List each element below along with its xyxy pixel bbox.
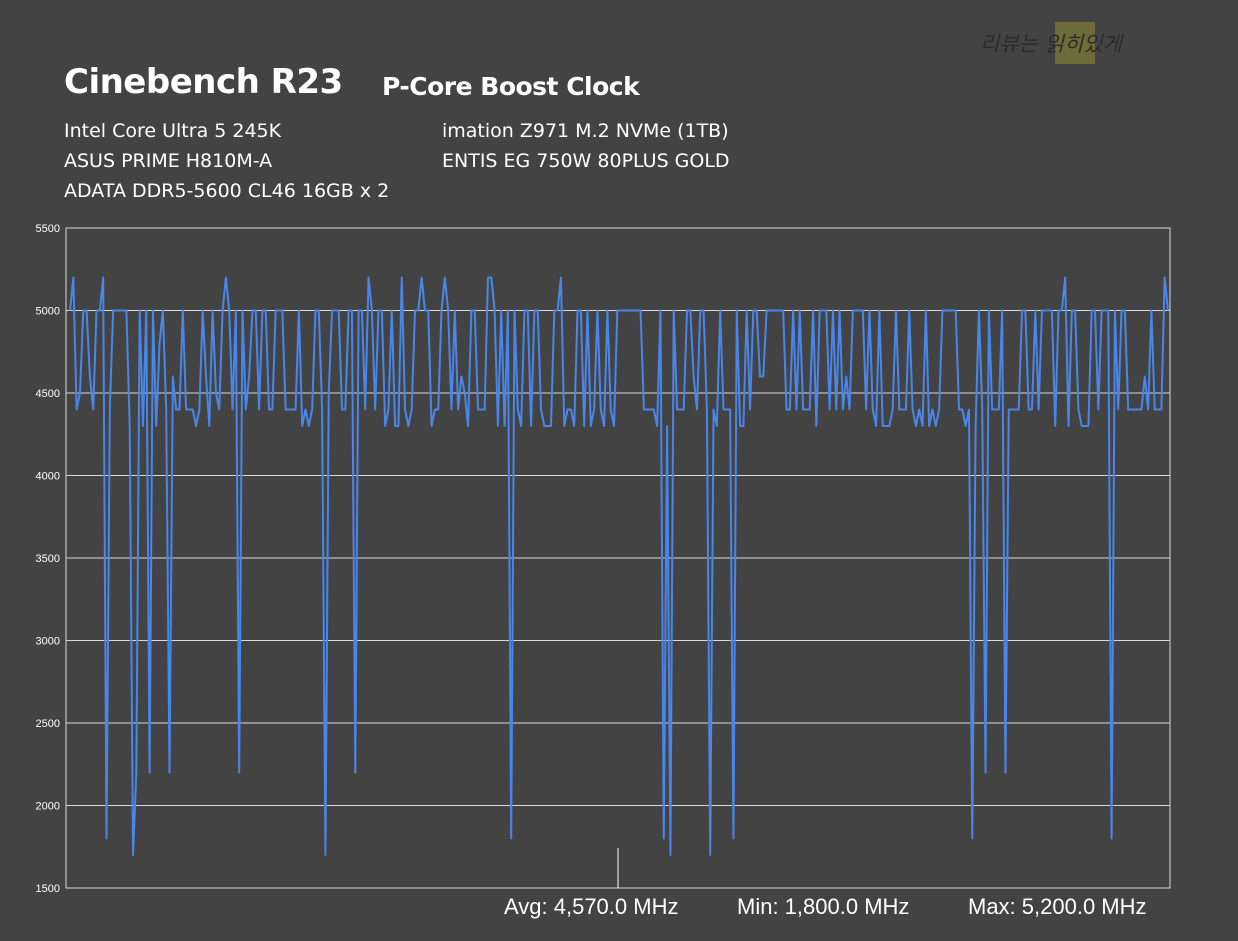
spec-psu: ENTIS EG 750W 80PLUS GOLD [442,150,730,172]
watermark-logo [1055,22,1095,64]
y-tick-label: 3000 [36,636,60,648]
y-tick-label: 2500 [36,718,60,730]
y-tick-label: 4500 [36,388,60,400]
series-line [69,276,1169,856]
spec-storage: imation Z971 M.2 NVMe (1TB) [442,120,729,142]
stat-avg: Avg: 4,570.0 MHz [504,894,679,919]
spec-cpu: Intel Core Ultra 5 245K [64,120,282,142]
stat-max: Max: 5,200.0 MHz [968,894,1147,919]
spec-motherboard: ASUS PRIME H810M-A [64,150,273,172]
spec-memory: ADATA DDR5-5600 CL46 16GB x 2 [64,180,390,202]
y-tick-label: 1500 [36,883,60,895]
y-tick-label: 4000 [36,471,60,483]
y-tick-label: 5000 [36,306,60,318]
y-tick-label: 3500 [36,553,60,565]
watermark-text: 리뷰는 읽히있게 [980,32,1122,56]
chart-subtitle: P-Core Boost Clock [382,72,640,101]
y-tick-label: 5500 [36,223,60,235]
chart-title: Cinebench R23 [64,62,343,102]
y-tick-label: 2000 [36,801,60,813]
stat-min: Min: 1,800.0 MHz [737,894,910,919]
